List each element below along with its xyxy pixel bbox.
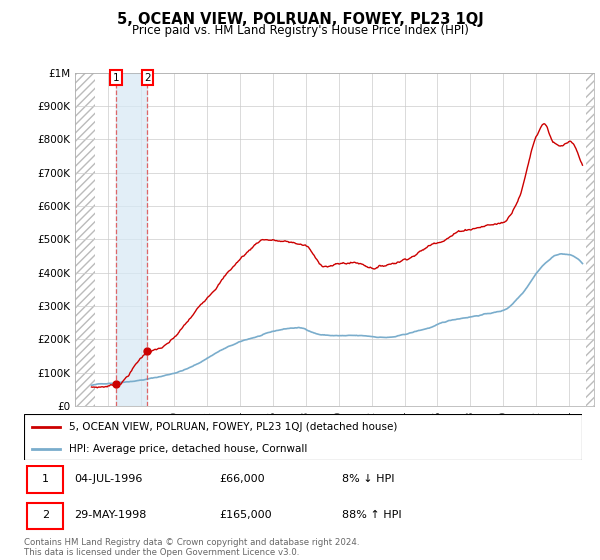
Bar: [116, 73, 148, 406]
Text: 1: 1: [42, 474, 49, 484]
Text: 29-MAY-1998: 29-MAY-1998: [74, 510, 146, 520]
Text: 8% ↓ HPI: 8% ↓ HPI: [342, 474, 395, 484]
Text: £165,000: £165,000: [220, 510, 272, 520]
Text: £66,000: £66,000: [220, 474, 265, 484]
Text: 2: 2: [41, 510, 49, 520]
Text: Contains HM Land Registry data © Crown copyright and database right 2024.
This d: Contains HM Land Registry data © Crown c…: [24, 538, 359, 557]
Text: HPI: Average price, detached house, Cornwall: HPI: Average price, detached house, Corn…: [68, 444, 307, 454]
Text: 04-JUL-1996: 04-JUL-1996: [74, 474, 143, 484]
Bar: [75, 73, 95, 406]
Text: 88% ↑ HPI: 88% ↑ HPI: [342, 510, 401, 520]
Text: 1: 1: [113, 73, 119, 83]
Text: 2: 2: [144, 73, 151, 83]
Text: 5, OCEAN VIEW, POLRUAN, FOWEY, PL23 1QJ (detached house): 5, OCEAN VIEW, POLRUAN, FOWEY, PL23 1QJ …: [68, 422, 397, 432]
Bar: [586, 73, 594, 406]
Text: Price paid vs. HM Land Registry's House Price Index (HPI): Price paid vs. HM Land Registry's House …: [131, 24, 469, 37]
Text: 5, OCEAN VIEW, POLRUAN, FOWEY, PL23 1QJ: 5, OCEAN VIEW, POLRUAN, FOWEY, PL23 1QJ: [116, 12, 484, 27]
Bar: [27, 466, 63, 493]
Bar: [27, 503, 63, 529]
